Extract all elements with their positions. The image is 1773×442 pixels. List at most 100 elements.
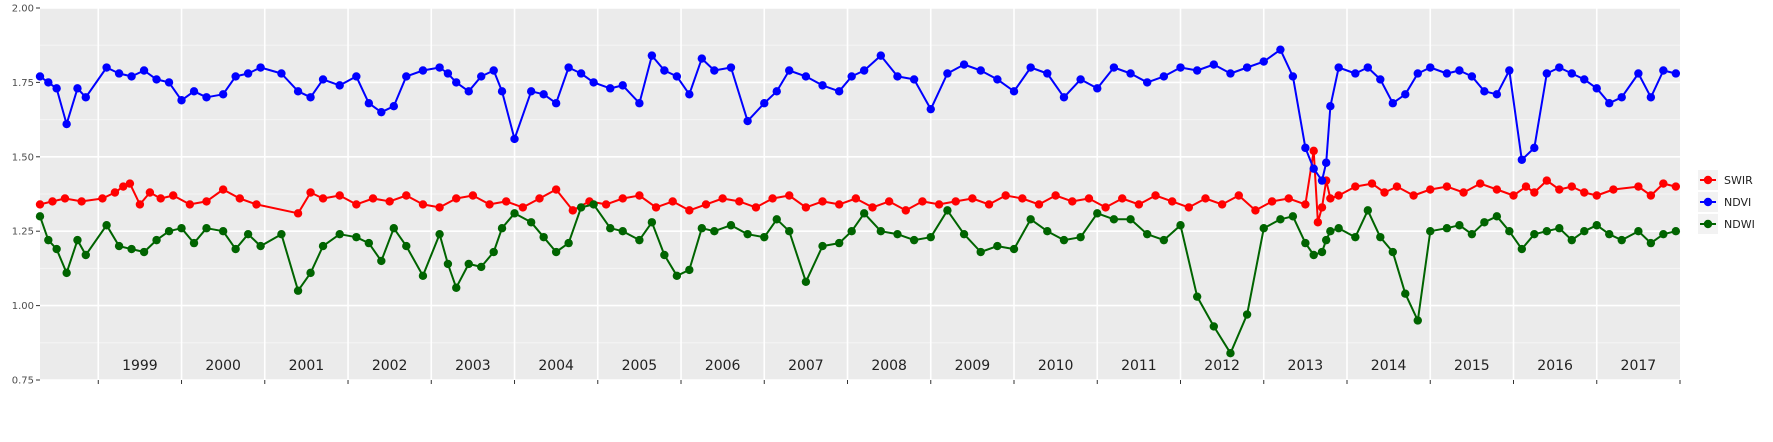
data-point-swir <box>1476 179 1485 188</box>
data-point-swir <box>1442 182 1452 191</box>
data-point-ndvi <box>443 69 453 78</box>
data-point-ndwi <box>1326 227 1335 236</box>
data-point-ndvi <box>402 72 411 81</box>
data-point-ndvi <box>1388 99 1397 108</box>
data-point-swir <box>145 188 155 197</box>
data-point-swir <box>435 203 444 212</box>
data-point-ndvi <box>1209 60 1219 69</box>
data-point-ndvi <box>139 66 149 75</box>
data-point-ndvi <box>1259 57 1268 66</box>
data-point-swir <box>125 179 135 188</box>
y-tick-label: 1.75 <box>12 78 34 89</box>
data-point-ndwi <box>1671 227 1681 236</box>
year-label: 2016 <box>1537 358 1573 374</box>
data-point-ndvi <box>1043 69 1052 78</box>
data-point-ndvi <box>1467 72 1477 81</box>
data-point-ndvi <box>1076 75 1085 84</box>
data-point-ndwi <box>435 229 444 239</box>
data-point-ndvi <box>1455 66 1464 75</box>
data-point-ndwi <box>893 229 902 239</box>
data-point-ndwi <box>452 283 461 292</box>
data-point-ndwi <box>859 209 869 218</box>
data-point-swir <box>1317 203 1327 212</box>
data-point-ndwi <box>1259 224 1268 233</box>
data-point-ndvi <box>672 72 682 81</box>
data-point-ndvi <box>464 87 473 96</box>
data-point-ndvi <box>760 99 769 108</box>
data-point-ndwi <box>293 286 303 295</box>
data-point-ndvi <box>256 63 265 72</box>
data-point-ndwi <box>1555 224 1564 233</box>
data-point-ndwi <box>1442 224 1452 233</box>
data-point-ndvi <box>685 90 694 99</box>
data-point-ndwi <box>489 247 498 257</box>
data-point-ndwi <box>618 227 627 236</box>
data-point-ndvi <box>1567 69 1576 78</box>
data-point-ndvi <box>1226 69 1235 78</box>
data-point-ndwi <box>976 247 985 257</box>
data-point-swir <box>1492 185 1502 194</box>
year-label: 2004 <box>538 358 574 374</box>
data-point-ndvi <box>202 93 211 102</box>
data-point-ndwi <box>352 232 361 242</box>
data-point-ndvi <box>1109 63 1119 72</box>
data-point-ndwi <box>1605 229 1614 239</box>
data-point-swir <box>984 200 994 209</box>
data-point-ndvi <box>1321 158 1331 167</box>
data-point-swir <box>1634 182 1643 191</box>
data-point-swir <box>1334 191 1343 200</box>
data-point-ndwi <box>1209 322 1219 331</box>
data-point-ndwi <box>710 227 719 236</box>
data-point-ndwi <box>418 271 428 281</box>
data-point-swir <box>884 197 894 206</box>
data-point-ndvi <box>1530 143 1539 153</box>
data-point-ndvi <box>1009 87 1019 96</box>
data-point-ndwi <box>818 241 827 251</box>
data-point-ndwi <box>1517 244 1527 254</box>
data-point-ndvi <box>231 72 240 81</box>
data-point-ndwi <box>1492 212 1502 221</box>
data-point-swir <box>1313 218 1323 227</box>
data-point-swir <box>601 200 611 209</box>
data-point-ndvi <box>1276 45 1285 54</box>
data-point-ndwi <box>1309 250 1318 260</box>
data-point-ndwi <box>606 224 615 233</box>
data-point-ndvi <box>743 116 752 126</box>
data-point-swir <box>1034 200 1044 209</box>
data-point-swir <box>1151 191 1160 200</box>
data-point-swir <box>768 194 777 203</box>
data-point-ndvi <box>589 78 598 87</box>
data-point-ndvi <box>377 107 386 117</box>
year-label: 2014 <box>1371 358 1407 374</box>
data-point-swir <box>98 194 107 203</box>
legend-key-point <box>1703 197 1713 207</box>
data-point-swir <box>718 194 727 203</box>
year-label: 2000 <box>205 358 241 374</box>
data-point-ndvi <box>1301 143 1310 153</box>
data-point-ndwi <box>1530 229 1539 239</box>
data-point-ndwi <box>256 241 265 251</box>
data-point-ndvi <box>1492 90 1502 99</box>
year-label: 2001 <box>289 358 325 374</box>
data-point-ndvi <box>389 102 399 111</box>
data-point-ndwi <box>1388 247 1397 257</box>
data-point-ndwi <box>497 224 507 233</box>
y-tick-label: 0.75 <box>12 376 34 387</box>
data-point-ndvi <box>993 75 1002 84</box>
data-point-swir <box>77 197 86 206</box>
data-point-ndwi <box>1455 221 1464 230</box>
data-point-ndwi <box>1126 215 1135 224</box>
data-point-swir <box>385 197 394 206</box>
data-point-ndwi <box>1467 229 1477 239</box>
data-point-ndwi <box>139 247 149 257</box>
data-point-ndvi <box>477 72 486 81</box>
data-point-ndwi <box>364 238 374 248</box>
data-point-ndwi <box>318 241 328 251</box>
data-point-swir <box>1426 185 1435 194</box>
data-point-ndvi <box>1426 63 1435 72</box>
data-point-ndwi <box>647 218 657 227</box>
data-point-ndvi <box>647 51 657 60</box>
data-point-ndwi <box>1567 235 1576 245</box>
data-point-swir <box>1167 197 1177 206</box>
data-point-swir <box>1592 191 1601 200</box>
